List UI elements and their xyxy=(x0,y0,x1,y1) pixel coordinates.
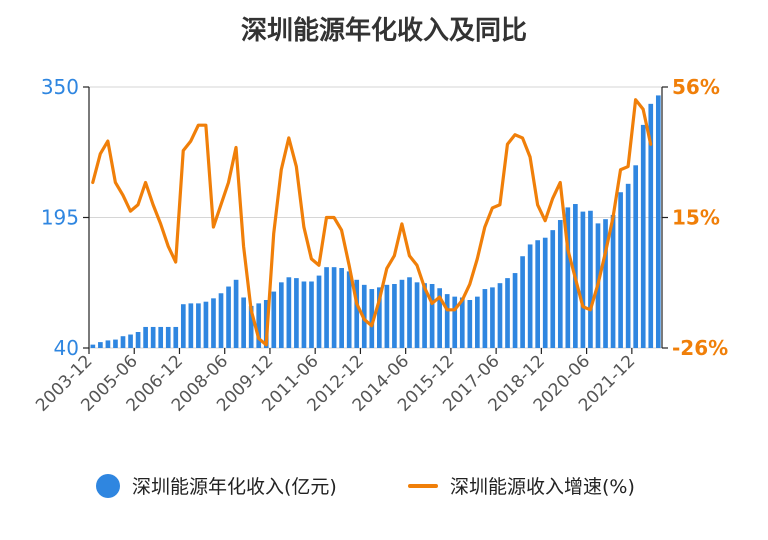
revenue-bar xyxy=(588,210,593,348)
revenue-bar xyxy=(369,289,375,348)
revenue-bar xyxy=(150,326,156,348)
revenue-bar xyxy=(399,279,405,348)
revenue-bar xyxy=(339,268,344,348)
revenue-bar xyxy=(113,339,118,348)
revenue-bar xyxy=(143,326,148,348)
revenue-bar xyxy=(248,305,254,348)
legend-item-growth[interactable]: 深圳能源收入增速(%) xyxy=(408,472,635,499)
revenue-bar xyxy=(301,281,307,348)
revenue-bar xyxy=(128,334,133,348)
revenue-bar xyxy=(429,284,435,348)
revenue-bar xyxy=(542,237,548,348)
revenue-bar xyxy=(640,124,646,348)
revenue-bar xyxy=(444,294,450,348)
revenue-bar xyxy=(173,326,179,348)
revenue-bar xyxy=(105,340,111,348)
revenue-bar xyxy=(655,95,661,348)
revenue-bar xyxy=(422,283,427,348)
revenue-bar xyxy=(512,273,518,348)
revenue-bar xyxy=(377,287,382,348)
revenue-bar xyxy=(196,303,201,348)
revenue-bar xyxy=(550,230,556,348)
revenue-bar xyxy=(527,244,533,348)
legend-line-icon xyxy=(408,483,438,488)
revenue-bar xyxy=(392,284,397,348)
revenue-bar xyxy=(188,303,194,348)
revenue-bar xyxy=(625,183,631,348)
revenue-bar xyxy=(98,342,103,348)
revenue-bar xyxy=(482,289,488,348)
revenue-bar xyxy=(535,240,541,348)
revenue-bar xyxy=(459,297,465,348)
revenue-bar xyxy=(618,192,623,348)
revenue-bar xyxy=(278,282,284,348)
left-tick-label: 350 xyxy=(41,75,79,99)
revenue-bar xyxy=(414,282,420,348)
revenue-bar xyxy=(557,220,563,348)
revenue-bar xyxy=(90,344,96,348)
revenue-bar xyxy=(437,288,442,348)
revenue-bar xyxy=(324,267,329,348)
revenue-bar xyxy=(407,277,412,348)
revenue-bar xyxy=(226,286,231,348)
legend-item-revenue[interactable]: 深圳能源年化收入(亿元) xyxy=(96,472,337,499)
right-tick-label: 15% xyxy=(672,206,720,230)
revenue-bar xyxy=(241,297,246,348)
revenue-bar xyxy=(211,298,216,348)
revenue-bar xyxy=(180,304,186,348)
revenue-bar xyxy=(603,219,608,348)
revenue-bar xyxy=(294,278,299,348)
revenue-bar xyxy=(565,207,571,348)
revenue-bar xyxy=(271,291,277,348)
revenue-bar xyxy=(633,165,639,348)
revenue-bar xyxy=(452,296,458,348)
right-tick-label: 56% xyxy=(672,75,720,99)
revenue-bar xyxy=(490,287,495,348)
revenue-bar xyxy=(165,326,171,348)
revenue-bar xyxy=(286,277,292,348)
revenue-bar xyxy=(497,283,503,348)
chart-title: 深圳能源年化收入及同比 xyxy=(240,16,527,46)
revenue-bar xyxy=(384,284,390,348)
revenue-bar xyxy=(256,303,262,348)
revenue-bar xyxy=(475,296,480,348)
revenue-bar xyxy=(648,103,654,348)
growth-line xyxy=(91,98,653,347)
revenue-bar xyxy=(158,326,164,348)
revenue-bar xyxy=(309,281,314,348)
revenue-bar xyxy=(505,278,510,348)
revenue-bar xyxy=(218,293,224,348)
left-tick-label: 40 xyxy=(54,336,79,360)
revenue-bar xyxy=(610,214,616,348)
legend-label-revenue: 深圳能源年化收入(亿元) xyxy=(132,476,337,498)
revenue-bar xyxy=(331,267,337,348)
legend-label-growth: 深圳能源收入增速(%) xyxy=(450,476,635,498)
revenue-bar xyxy=(580,211,586,348)
legend-circle-icon xyxy=(96,473,120,498)
right-tick-label: -26% xyxy=(672,336,728,360)
revenue-bar xyxy=(520,256,525,348)
revenue-bar xyxy=(354,279,360,348)
revenue-bar xyxy=(346,271,352,348)
revenue-bar xyxy=(233,279,239,348)
revenue-bar xyxy=(120,336,126,348)
revenue-bar xyxy=(135,332,141,348)
revenue-bar xyxy=(467,300,473,348)
revenue-bar xyxy=(203,301,209,348)
revenue-bar xyxy=(316,275,322,348)
left-tick-label: 195 xyxy=(41,206,79,230)
